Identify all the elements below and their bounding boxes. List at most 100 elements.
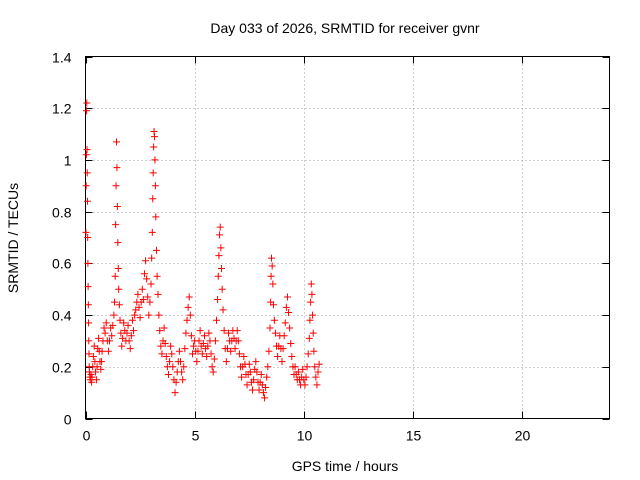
- data-point: [150, 133, 158, 141]
- data-point: [92, 376, 100, 384]
- data-point: [128, 316, 136, 324]
- data-point: [114, 265, 122, 273]
- data-point: [158, 350, 166, 358]
- data-point: [110, 311, 118, 319]
- data-point: [268, 262, 276, 270]
- data-point: [287, 340, 295, 348]
- data-point: [178, 368, 186, 376]
- data-point: [299, 365, 307, 373]
- data-point: [269, 301, 277, 309]
- data-point: [216, 231, 224, 239]
- data-point: [308, 290, 316, 298]
- data-point: [161, 340, 169, 348]
- data-point: [186, 311, 194, 319]
- data-point: [312, 373, 320, 381]
- data-point: [84, 234, 92, 241]
- data-point: [183, 316, 191, 324]
- data-point: [288, 352, 296, 360]
- data-point: [176, 358, 184, 366]
- y-tick-label: 0: [64, 412, 72, 428]
- data-point: [125, 337, 133, 345]
- data-point: [102, 319, 110, 327]
- data-point: [152, 246, 160, 254]
- data-point: [82, 182, 90, 190]
- data-point: [306, 316, 314, 324]
- data-point: [113, 138, 121, 146]
- data-point: [101, 329, 109, 337]
- axis-ticks: [85, 56, 610, 420]
- data-point: [309, 329, 317, 337]
- data-point: [153, 272, 161, 280]
- data-point: [143, 275, 151, 283]
- data-point: [83, 169, 91, 177]
- data-point: [114, 239, 122, 247]
- data-point: [89, 352, 97, 360]
- data-point: [214, 296, 222, 304]
- data-point: [243, 381, 251, 389]
- data-point: [294, 368, 302, 376]
- data-point: [104, 347, 112, 355]
- data-point: [222, 358, 230, 366]
- data-point: [301, 381, 309, 389]
- data-point: [313, 381, 321, 389]
- data-point: [257, 371, 265, 379]
- y-axis-label: SRMTID / TECUs: [5, 183, 21, 293]
- data-point: [270, 316, 278, 324]
- data-point: [196, 327, 204, 335]
- y-tick-label: 0.8: [52, 205, 72, 221]
- data-point: [281, 319, 289, 327]
- data-point: [218, 265, 226, 273]
- data-point: [307, 280, 315, 288]
- data-point: [269, 280, 277, 288]
- data-point: [83, 107, 91, 115]
- data-point: [130, 327, 138, 335]
- y-tick-label: 1: [64, 153, 72, 169]
- data-point: [216, 223, 224, 231]
- data-point: [83, 146, 91, 154]
- data-point: [171, 389, 179, 397]
- data-point: [205, 329, 213, 337]
- data-point: [168, 350, 176, 358]
- data-point: [185, 293, 193, 301]
- data-point: [111, 272, 119, 280]
- data-point: [227, 347, 235, 355]
- data-point: [203, 352, 211, 360]
- data-point: [285, 308, 293, 316]
- data-point: [164, 371, 172, 379]
- x-axis-label: GPS time / hours: [292, 458, 399, 474]
- data-point: [123, 329, 131, 337]
- data-point: [231, 345, 239, 353]
- data-point: [149, 195, 157, 203]
- data-points: [82, 99, 323, 402]
- y-tick-label: 0.4: [52, 308, 72, 324]
- data-point: [250, 376, 258, 384]
- data-point: [149, 169, 157, 177]
- x-tick-label: 15: [406, 428, 422, 444]
- data-point: [283, 293, 291, 301]
- data-point: [115, 301, 123, 309]
- x-tick-label: 0: [83, 428, 91, 444]
- data-point: [304, 350, 312, 358]
- data-point: [152, 213, 160, 221]
- data-point: [115, 285, 123, 293]
- data-point: [302, 373, 310, 381]
- data-point: [85, 337, 93, 345]
- data-point: [234, 337, 242, 345]
- data-point: [279, 345, 287, 353]
- data-point: [116, 316, 124, 324]
- data-point: [266, 324, 274, 332]
- data-point: [147, 280, 155, 288]
- data-point: [146, 298, 154, 306]
- data-point: [136, 314, 144, 322]
- data-point: [268, 254, 276, 262]
- data-point: [278, 358, 286, 366]
- data-point: [255, 386, 263, 394]
- data-point: [162, 352, 170, 360]
- data-point: [305, 334, 313, 342]
- data-point: [113, 202, 121, 210]
- data-point: [262, 383, 270, 391]
- data-point: [246, 368, 254, 376]
- data-point: [172, 378, 180, 386]
- data-point: [225, 329, 233, 337]
- data-point: [88, 373, 96, 381]
